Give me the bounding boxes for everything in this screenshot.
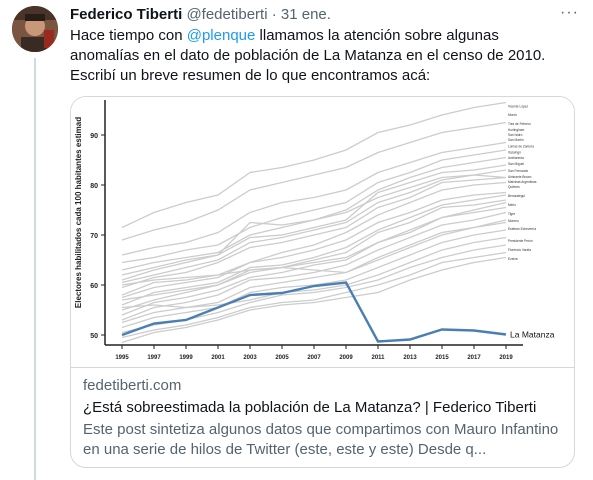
la-matanza-label: La Matanza (510, 330, 555, 340)
municipality-label: Moreno (508, 219, 519, 223)
municipality-line (121, 149, 507, 264)
municipality-line (121, 251, 507, 339)
municipality-label: Malvinas Argentinas (508, 180, 537, 184)
municipality-label: Hurlingham (508, 128, 525, 132)
municipality-line (121, 169, 507, 284)
tweet-date[interactable]: 31 ene. (280, 6, 331, 23)
municipality-label: Tigre (508, 212, 515, 216)
municipality-label: Presidente Perón (508, 239, 533, 243)
y-tick-label: 60 (90, 283, 98, 290)
municipality-label: San Miguel (508, 162, 524, 166)
x-tick-label: 2005 (275, 355, 289, 361)
municipality-line (121, 141, 507, 256)
x-tick-label: 2017 (467, 355, 481, 361)
author-name[interactable]: Federico Tiberti (70, 6, 183, 23)
y-tick-label: 50 (90, 333, 98, 340)
x-tick-label: 2009 (339, 355, 353, 361)
x-tick-label: 2019 (499, 355, 513, 361)
mention-link[interactable]: @plenque (186, 27, 256, 44)
card-image[interactable]: 50 60 70 80 90 1995 1997 1999 2001 2003 2005 2007 20… (71, 97, 574, 368)
x-tick-label: 2003 (243, 355, 257, 361)
card-title: ¿Está sobreestimada la población de La M… (83, 399, 537, 416)
separator-dot: · (271, 6, 277, 23)
municipality-label: San Martín (508, 138, 524, 142)
card-description: Este post sintetiza algunos datos que co… (83, 421, 559, 458)
municipality-line (121, 121, 507, 241)
municipality-label: San Fernando (508, 169, 528, 173)
municipality-line (121, 199, 507, 311)
municipality-label: Quilmes (508, 185, 520, 189)
municipality-label: Esteban Echeverría (508, 227, 536, 231)
x-tick-label: 2013 (403, 355, 417, 361)
tweet-header: Federico Tiberti @fedetiberti · 31 ene. (70, 5, 331, 25)
card-domain: fedetiberti.com (83, 377, 182, 394)
municipality-label: Ituzaingó (508, 151, 521, 155)
municipality-line (121, 181, 507, 296)
thread-line (34, 58, 36, 480)
municipality-label: Vicente López (508, 105, 529, 109)
municipality-line (121, 191, 507, 299)
municipality-label: Florencio Varela (508, 248, 531, 252)
municipality-line (121, 236, 507, 309)
municipality-line (121, 164, 507, 276)
municipality-label: Merlo (508, 203, 516, 207)
x-tick-label: 1995 (115, 355, 129, 361)
tweet-text: Hace tiempo con @plenque llamamos la ate… (70, 26, 570, 86)
population-chart: 50 60 70 80 90 1995 1997 1999 2001 2003 2005 2007 20… (71, 97, 574, 367)
author-handle[interactable]: @fedetiberti (186, 6, 268, 23)
tweet-text-body: llamamos la atención sobre algunas anoma… (70, 27, 546, 84)
municipality-label: Avellaneda (508, 156, 524, 160)
x-tick-label: 2015 (435, 355, 449, 361)
municipality-line (121, 211, 507, 321)
municipality-line (121, 206, 507, 316)
x-tick-label: 2011 (371, 355, 385, 361)
municipality-line (121, 101, 507, 229)
municipality-line (121, 174, 507, 281)
la-matanza-line (121, 281, 507, 343)
x-tick-label: 1999 (179, 355, 193, 361)
municipality-label: Lomas de Zamora (508, 145, 534, 149)
card-info: fedetiberti.com ¿Está sobreestimada la p… (83, 376, 563, 460)
y-tick-label: 70 (90, 233, 98, 240)
x-tick-label: 2001 (211, 355, 225, 361)
municipality-line (121, 176, 507, 289)
municipality-label: Berazategui (508, 194, 525, 198)
municipality-label: Morón (508, 113, 517, 117)
municipality-label: San Isidro (508, 133, 523, 137)
y-tick-label: 90 (90, 133, 98, 140)
more-options-icon[interactable]: ··· (560, 4, 579, 21)
link-card[interactable]: 50 60 70 80 90 1995 1997 1999 2001 2003 2005 2007 20… (70, 96, 575, 468)
municipality-label: Tres de Febrero (508, 122, 531, 126)
x-tick-label: 2007 (307, 355, 321, 361)
municipality-label: Almirante Brown (508, 175, 532, 179)
x-tick-label: 1997 (147, 355, 161, 361)
municipality-label: Ezeiza (508, 257, 518, 261)
municipality-line (121, 194, 507, 306)
tweet-text-intro: Hace tiempo con (70, 27, 187, 44)
municipality-line (121, 219, 507, 286)
municipality-line (121, 256, 507, 344)
y-axis-label: Electores habilitados cada 100 habitante… (74, 117, 83, 308)
avatar[interactable] (12, 6, 58, 52)
y-tick-label: 80 (90, 183, 98, 190)
